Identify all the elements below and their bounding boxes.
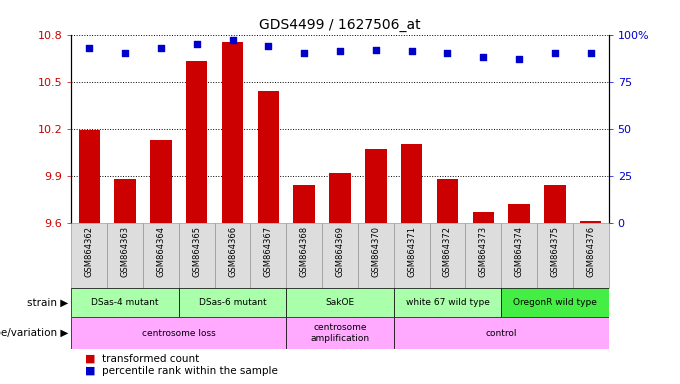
Point: [263, 43, 274, 49]
Text: GSM864367: GSM864367: [264, 226, 273, 277]
Bar: [107, 223, 143, 288]
Bar: [401, 144, 422, 223]
Bar: [394, 317, 609, 349]
Text: DSas-6 mutant: DSas-6 mutant: [199, 298, 267, 307]
Bar: [322, 223, 358, 288]
Point: [585, 50, 596, 56]
Bar: [509, 204, 530, 223]
Bar: [179, 223, 215, 288]
Text: SakOE: SakOE: [326, 298, 354, 307]
Bar: [365, 149, 386, 223]
Text: GSM864369: GSM864369: [335, 226, 345, 277]
Bar: [286, 288, 394, 317]
Bar: [573, 223, 609, 288]
Text: GSM864364: GSM864364: [156, 226, 165, 277]
Text: transformed count: transformed count: [102, 354, 199, 364]
Text: DSas-4 mutant: DSas-4 mutant: [91, 298, 159, 307]
Text: GSM864371: GSM864371: [407, 226, 416, 277]
Text: strain ▶: strain ▶: [27, 297, 68, 308]
Bar: [473, 212, 494, 223]
Bar: [71, 288, 179, 317]
Point: [227, 37, 238, 43]
Text: centrosome loss: centrosome loss: [142, 329, 216, 338]
Bar: [258, 91, 279, 223]
Text: GSM864370: GSM864370: [371, 226, 380, 277]
Point: [299, 50, 309, 56]
Bar: [186, 61, 207, 223]
Point: [156, 45, 167, 51]
Text: GSM864365: GSM864365: [192, 226, 201, 277]
Title: GDS4499 / 1627506_at: GDS4499 / 1627506_at: [259, 18, 421, 32]
Bar: [430, 223, 465, 288]
Point: [191, 41, 202, 47]
Point: [549, 50, 560, 56]
Text: GSM864366: GSM864366: [228, 226, 237, 277]
Bar: [286, 223, 322, 288]
Bar: [114, 179, 136, 223]
Point: [406, 48, 417, 55]
Text: GSM864363: GSM864363: [120, 226, 130, 277]
Bar: [580, 221, 601, 223]
Text: GSM864362: GSM864362: [85, 226, 94, 277]
Bar: [215, 223, 250, 288]
Bar: [143, 223, 179, 288]
Bar: [286, 317, 394, 349]
Text: GSM864374: GSM864374: [515, 226, 524, 277]
Bar: [465, 223, 501, 288]
Text: centrosome
amplification: centrosome amplification: [311, 323, 369, 343]
Bar: [179, 288, 286, 317]
Text: control: control: [486, 329, 517, 338]
Bar: [222, 42, 243, 223]
Bar: [537, 223, 573, 288]
Point: [442, 50, 453, 56]
Bar: [329, 172, 351, 223]
Text: ■: ■: [85, 354, 95, 364]
Bar: [501, 288, 609, 317]
Point: [120, 50, 131, 56]
Bar: [71, 317, 286, 349]
Bar: [358, 223, 394, 288]
Bar: [79, 130, 100, 223]
Text: white 67 wild type: white 67 wild type: [405, 298, 490, 307]
Text: GSM864376: GSM864376: [586, 226, 595, 277]
Bar: [394, 288, 501, 317]
Point: [335, 48, 345, 55]
Point: [478, 54, 489, 60]
Bar: [150, 140, 171, 223]
Text: GSM864368: GSM864368: [300, 226, 309, 277]
Bar: [501, 223, 537, 288]
Point: [513, 56, 524, 62]
Text: ■: ■: [85, 366, 95, 376]
Point: [371, 46, 381, 53]
Bar: [437, 179, 458, 223]
Text: percentile rank within the sample: percentile rank within the sample: [102, 366, 278, 376]
Text: OregonR wild type: OregonR wild type: [513, 298, 597, 307]
Text: genotype/variation ▶: genotype/variation ▶: [0, 328, 68, 338]
Bar: [294, 185, 315, 223]
Text: GSM864373: GSM864373: [479, 226, 488, 277]
Bar: [394, 223, 430, 288]
Bar: [250, 223, 286, 288]
Text: GSM864372: GSM864372: [443, 226, 452, 277]
Bar: [544, 185, 566, 223]
Bar: [71, 223, 107, 288]
Text: GSM864375: GSM864375: [550, 226, 560, 277]
Point: [84, 45, 95, 51]
